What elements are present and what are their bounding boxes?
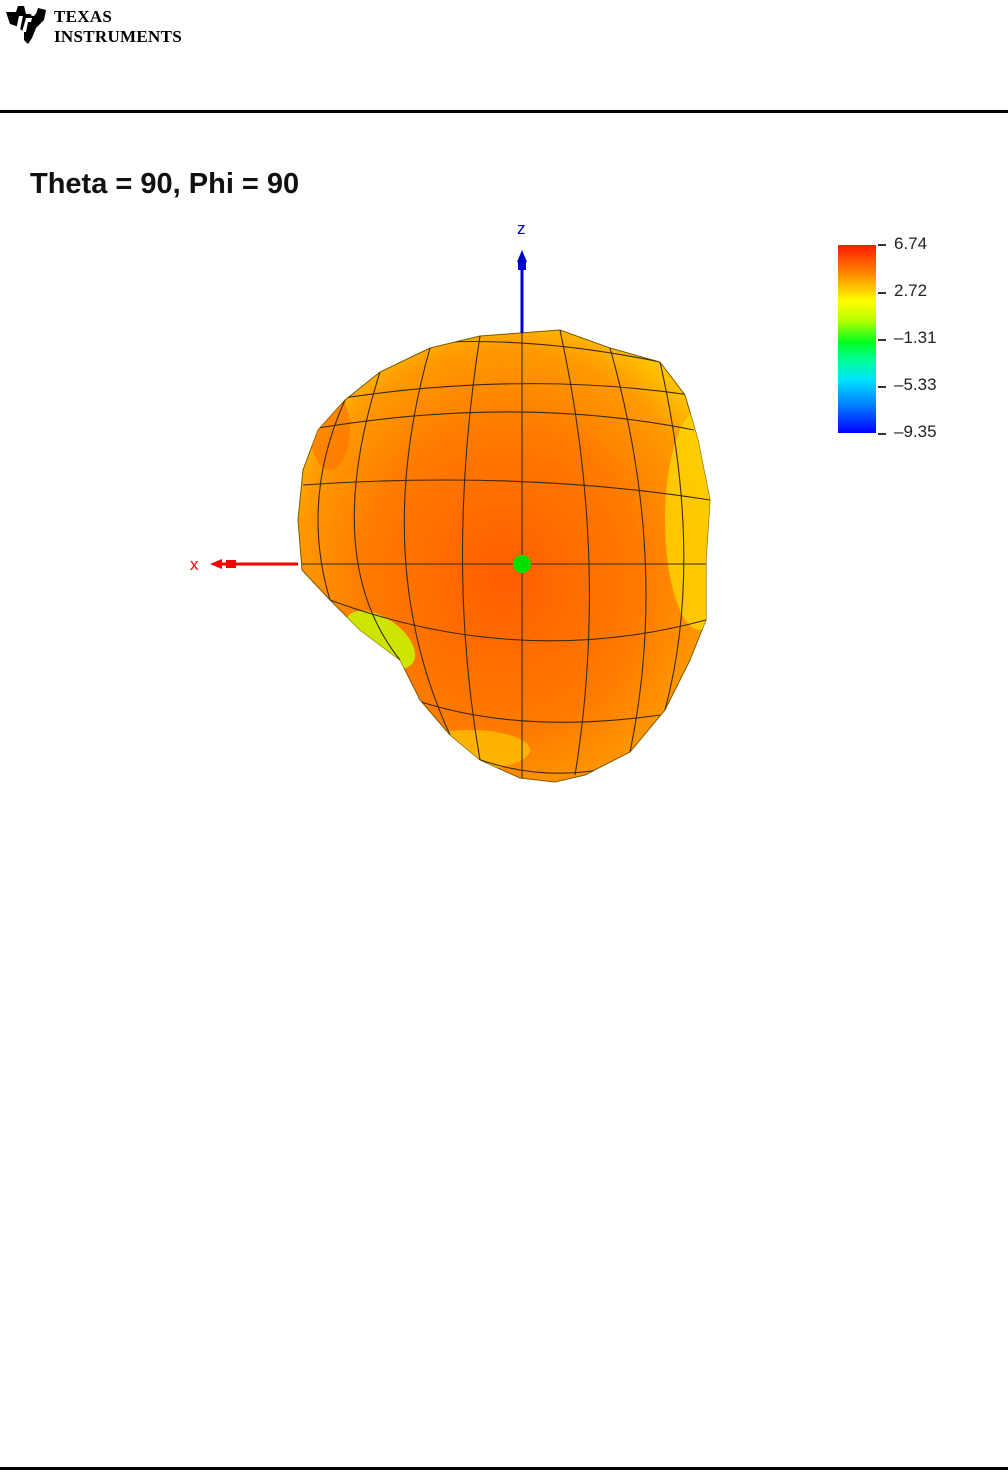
colorbar-label-max: 6.74: [894, 234, 928, 253]
colorbar-gradient: [838, 245, 876, 433]
lobe-surface: [297, 329, 711, 783]
colorbar-tick: [878, 433, 886, 435]
company-line1: TEXAS: [54, 7, 113, 26]
z-axis-label: z: [517, 219, 526, 238]
page-header: TEXAS INSTRUMENTS: [0, 0, 1008, 113]
grid-latitude: [298, 340, 710, 774]
colorbar-label: –5.33: [894, 375, 937, 394]
colorbar-label-min: –9.35: [894, 422, 937, 441]
colorbar: [838, 245, 878, 433]
ti-logo: TEXAS INSTRUMENTS: [2, 2, 202, 48]
colorbar-tick: [878, 244, 886, 246]
colorbar-tick: [878, 339, 886, 341]
company-line2: INSTRUMENTS: [54, 27, 182, 46]
colorbar-tick: [878, 386, 886, 388]
colorbar-tick: [878, 292, 886, 294]
colorbar-label: 2.72: [894, 281, 928, 300]
footer-rule: [0, 1467, 1008, 1470]
chart-title: Theta = 90, Phi = 90: [30, 168, 300, 200]
x-axis-label: x: [190, 555, 199, 574]
z-axis: [517, 250, 527, 333]
ti-logo-icon: [6, 6, 46, 44]
colorbar-label: –1.31: [894, 328, 937, 347]
origin-marker: [513, 555, 531, 573]
grid-longitude: [317, 330, 685, 780]
company-name: TEXAS INSTRUMENTS: [54, 7, 182, 47]
header-rule: [0, 110, 1008, 113]
x-axis: [210, 559, 298, 569]
radiation-pattern-plot: z x: [190, 219, 711, 783]
